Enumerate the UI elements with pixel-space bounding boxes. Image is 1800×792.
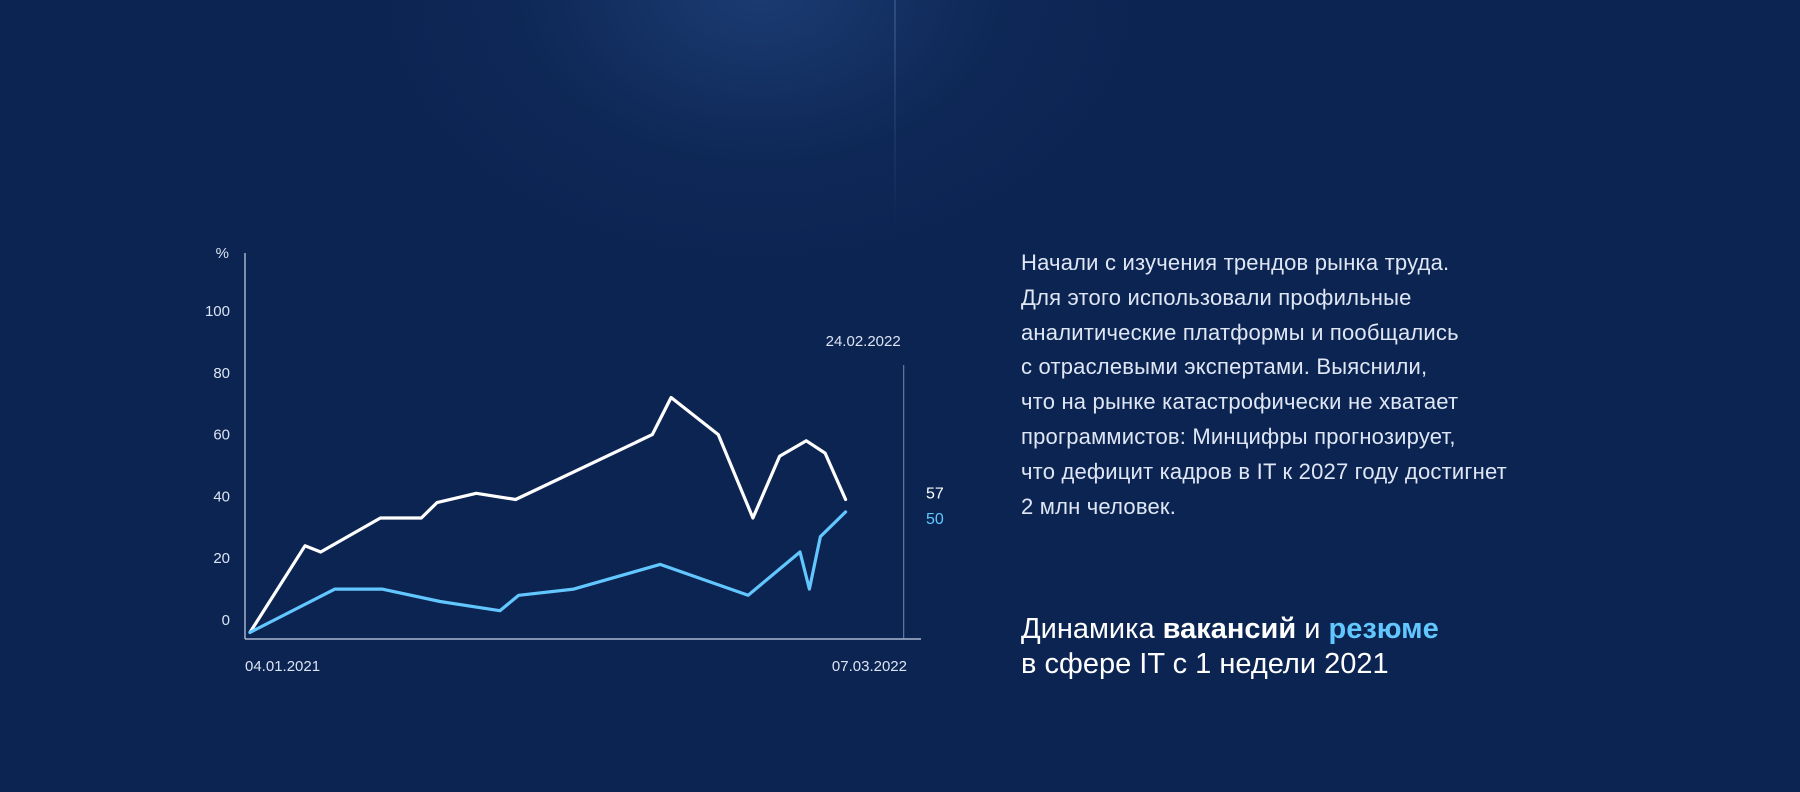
y-tick-label: 40 <box>213 488 230 505</box>
marker-label: 24.02.2022 <box>826 333 901 350</box>
heading-line-2: в сфере IT с 1 недели 2021 <box>1021 648 1389 680</box>
end-value-label-resumes: 50 <box>926 511 944 528</box>
series-line-vacancies <box>248 395 848 634</box>
heading-vacancies: вакансий <box>1162 613 1297 645</box>
y-tick-label: 80 <box>213 365 230 382</box>
end-value-label-vacancies: 57 <box>926 485 944 502</box>
chart-heading: Динамика вакансий и резюме в сфере IT с … <box>1021 612 1661 682</box>
paragraph-line: с отраслевыми экспертами. Выяснили, <box>1021 354 1428 380</box>
heading-text: и <box>1296 613 1329 645</box>
paragraph-line: аналитические платформы и пообщались <box>1021 319 1459 345</box>
heading-resumes: резюме <box>1328 613 1439 645</box>
paragraph-line: Начали с изучения трендов рынка труда. <box>1021 250 1450 275</box>
heading-text: Динамика <box>1021 613 1163 645</box>
paragraph-line: что на рынке катастрофически не хватает <box>1021 389 1459 415</box>
paragraph-line: программистов: Минцифры прогнозирует, <box>1021 423 1456 449</box>
background-light-ray <box>894 0 896 230</box>
y-tick-label: 100 <box>205 303 230 320</box>
y-tick-label: 0 <box>222 612 230 629</box>
y-axis-unit-label: % <box>216 245 229 262</box>
paragraph-line: Для этого использовали профильные <box>1021 284 1412 310</box>
series-line-resumes <box>248 510 848 634</box>
x-label-end: 07.03.2022 <box>832 658 907 675</box>
x-label-start: 04.01.2021 <box>245 658 320 675</box>
description-paragraph: Начали с изучения трендов рынка труда. Д… <box>1021 246 1661 524</box>
y-tick-label: 60 <box>213 427 230 444</box>
paragraph-line: 2 млн человек. <box>1021 493 1177 519</box>
heading-line-1: Динамика вакансий и резюме <box>1021 613 1439 645</box>
y-tick-label: 20 <box>213 550 230 567</box>
paragraph-line: что дефицит кадров в IT к 2027 году дост… <box>1021 458 1507 484</box>
